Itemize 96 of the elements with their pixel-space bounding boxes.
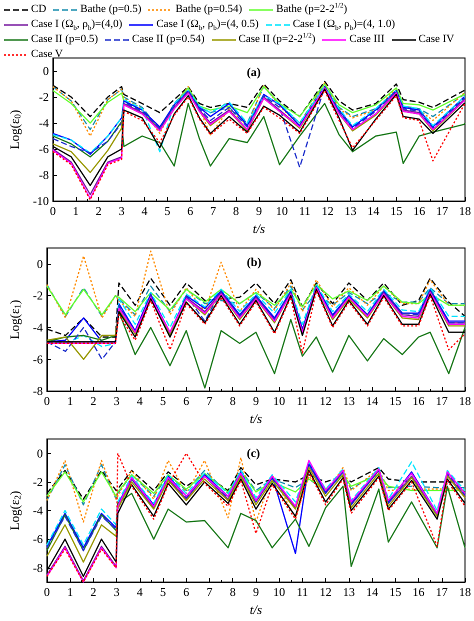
- x-tick-label: 11: [296, 584, 308, 599]
- x-tick-label: 2: [90, 584, 96, 599]
- y-axis-title: Log(ε0): [7, 110, 22, 150]
- x-tick-label: 1: [67, 394, 74, 408]
- annotation: (c): [246, 446, 260, 460]
- x-axis-title: t/s: [250, 411, 262, 426]
- legend-label: Case III: [349, 32, 384, 47]
- x-tick-label: 8: [233, 204, 240, 218]
- x-tick-label: 10: [273, 584, 286, 599]
- x-tick-label: 18: [459, 204, 471, 218]
- legend-label: Case II (p=0.5): [31, 32, 98, 47]
- x-axis-title: t/s: [250, 602, 262, 617]
- x-tick-label: 16: [412, 584, 425, 599]
- x-tick-label: 8: [230, 584, 236, 599]
- legend-label: Case I (Ω$_{b}$, ρ$_{b}$)=(4, 1.0): [292, 17, 396, 32]
- line-series: [52, 102, 466, 167]
- y-tick-label: -4: [32, 503, 43, 518]
- line-series: [46, 311, 466, 389]
- x-tick-label: 15: [389, 584, 402, 599]
- x-tick-label: 17: [436, 584, 448, 599]
- x-axis-title: t/s: [252, 221, 266, 236]
- x-tick-label: 7: [210, 204, 216, 218]
- x-tick-label: 12: [320, 394, 332, 408]
- legend-label: Case II (p=2-2$^{1/2}$): [238, 31, 316, 47]
- x-tick-label: 5: [160, 584, 166, 599]
- x-tick-label: 16: [413, 204, 426, 218]
- x-tick-label: 13: [344, 204, 357, 218]
- y-tick-label: 0: [36, 257, 43, 272]
- line-series: [46, 464, 466, 506]
- x-tick-label: 6: [183, 584, 190, 599]
- x-tick-label: 2: [90, 394, 96, 408]
- x-tick-label: 13: [342, 584, 355, 599]
- legend-label: Case I (Ω$_{b}$, ρ$_{b}$)=(4,0): [31, 17, 122, 32]
- y-tick-label: -10: [32, 194, 49, 208]
- x-tick-label: 6: [183, 394, 190, 408]
- legend-label: Case V: [31, 47, 63, 62]
- legend-label: Bathe (p=2-2$^{1/2}$): [276, 1, 348, 17]
- y-tick-label: -4: [38, 116, 49, 130]
- x-tick-label: 5: [160, 394, 166, 408]
- x-tick-label: 7: [206, 394, 212, 408]
- line-series: [46, 485, 466, 567]
- y-tick-label: -2: [32, 289, 43, 304]
- x-tick-label: 10: [276, 204, 288, 218]
- x-tick-label: 1: [67, 584, 74, 599]
- x-tick-label: 9: [256, 204, 262, 218]
- x-tick-label: 14: [367, 204, 380, 218]
- x-tick-label: 4: [141, 204, 148, 218]
- x-tick-label: 4: [136, 394, 143, 408]
- y-tick-label: -6: [32, 532, 43, 546]
- x-tick-label: 13: [342, 394, 355, 408]
- x-tick-label: 3: [118, 204, 125, 218]
- x-tick-label: 11: [296, 394, 308, 408]
- legend-label: Case IV: [418, 32, 454, 47]
- y-tick-label: -2: [38, 90, 49, 104]
- annotation: (a): [246, 65, 261, 79]
- x-tick-label: 10: [273, 394, 286, 408]
- x-tick-label: 15: [390, 204, 402, 218]
- x-tick-label: 14: [366, 584, 378, 599]
- x-tick-label: 11: [298, 204, 311, 218]
- x-tick-label: 4: [136, 584, 143, 599]
- legend-label: Bathe (p=0.5): [80, 2, 142, 17]
- y-axis-title: Log(ε2): [7, 490, 22, 530]
- y-tick-label: 0: [42, 64, 49, 78]
- legend-label: Bathe (p=0.54): [175, 2, 242, 17]
- x-tick-label: 18: [459, 394, 471, 408]
- x-tick-label: 17: [436, 394, 448, 408]
- annotation: (b): [246, 255, 262, 270]
- x-tick-label: 16: [412, 394, 425, 408]
- legend-label: Case I (Ω$_{b}$, ρ$_{b}$)=(4, 0.5): [156, 17, 259, 32]
- y-tick-label: -6: [38, 142, 49, 156]
- y-tick-label: -8: [32, 560, 43, 574]
- x-tick-label: 2: [96, 204, 102, 218]
- x-tick-label: 6: [187, 204, 194, 218]
- x-tick-label: 12: [322, 204, 334, 218]
- y-tick-label: -2: [32, 474, 43, 489]
- x-tick-label: 17: [436, 204, 448, 218]
- x-tick-label: 3: [114, 394, 120, 408]
- x-tick-label: 9: [252, 584, 259, 599]
- x-tick-label: 18: [459, 584, 471, 599]
- x-tick-label: 3: [114, 584, 120, 599]
- y-tick-label: 0: [36, 446, 43, 460]
- y-axis-title: Log(ε1): [7, 300, 22, 340]
- y-tick-label: -8: [32, 384, 43, 398]
- x-tick-label: 5: [164, 204, 170, 218]
- x-tick-label: 9: [252, 394, 259, 408]
- y-tick-label: -4: [32, 320, 43, 335]
- legend-label: CD: [31, 2, 46, 17]
- y-tick-label: -6: [32, 352, 43, 367]
- legend-label: Case II (p=0.54): [132, 32, 204, 47]
- x-tick-label: 8: [230, 394, 236, 408]
- y-tick-label: -8: [38, 168, 49, 182]
- x-tick-label: 12: [320, 584, 332, 599]
- x-tick-label: 1: [72, 204, 79, 218]
- x-tick-label: 15: [389, 394, 402, 408]
- x-tick-label: 7: [206, 584, 212, 599]
- x-tick-label: 14: [366, 394, 378, 408]
